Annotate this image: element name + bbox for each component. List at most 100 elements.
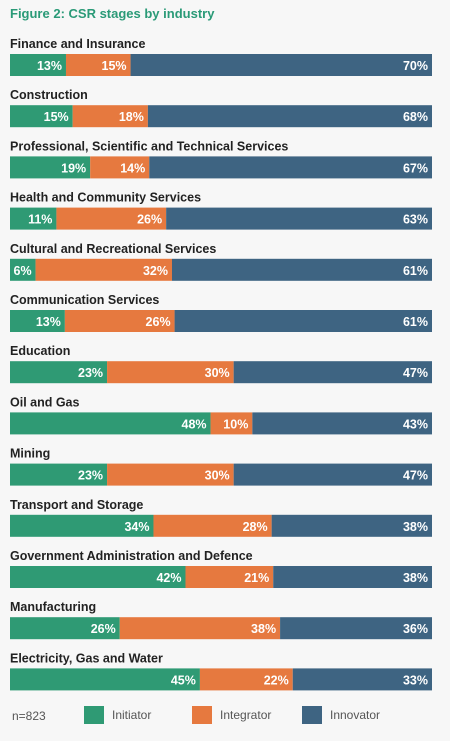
bar-initiator-construction — [10, 105, 73, 128]
bar-integrator-manufacturing — [119, 617, 281, 640]
bar-integrator-communication-services — [64, 310, 175, 332]
value-label-integrator-mining: 30% — [205, 469, 230, 483]
value-label-initiator-manufacturing: 26% — [91, 622, 116, 636]
category-label-communication-services: Communication Services — [10, 293, 159, 307]
value-label-initiator-finance-and-insurance: 13% — [37, 59, 62, 73]
legend-item-integrator: Integrator — [192, 706, 271, 724]
bar-integrator-construction — [72, 105, 148, 128]
value-label-initiator-professional-scientific-and-technical-services: 19% — [61, 161, 86, 175]
bar-initiator-government-administration-and-defence — [10, 566, 186, 588]
value-label-integrator-education: 30% — [205, 366, 230, 380]
bar-innovator-health-and-community-services — [166, 207, 432, 230]
value-label-initiator-health-and-community-services: 11% — [28, 213, 52, 227]
bar-integrator-finance-and-insurance — [65, 54, 131, 76]
bar-initiator-finance-and-insurance — [10, 54, 66, 76]
bar-initiator-electricity-gas-and-water — [10, 668, 200, 691]
category-label-finance-and-insurance: Finance and Insurance — [10, 37, 146, 51]
bar-initiator-cultural-and-recreational-services — [10, 258, 36, 281]
value-label-integrator-finance-and-insurance: 15% — [102, 59, 127, 73]
legend-swatch-integrator — [192, 706, 212, 724]
bar-initiator-transport-and-storage — [10, 514, 154, 537]
value-label-integrator-oil-and-gas: 10% — [223, 417, 248, 431]
bar-integrator-professional-scientific-and-technical-services — [90, 156, 150, 179]
legend-swatch-innovator — [302, 706, 322, 724]
legend-label-initiator: Initiator — [112, 708, 152, 722]
legend: n=823 Initiator Integrator Innovator — [0, 703, 450, 733]
legend-item-innovator: Innovator — [302, 706, 380, 724]
value-label-innovator-transport-and-storage: 38% — [403, 520, 428, 534]
category-label-mining: Mining — [10, 447, 50, 461]
category-label-education: Education — [10, 344, 70, 358]
value-label-innovator-education: 47% — [403, 366, 428, 380]
bar-innovator-education — [233, 361, 432, 384]
value-label-innovator-professional-scientific-and-technical-services: 67% — [403, 161, 428, 175]
chart-title: Figure 2: CSR stages by industry — [10, 6, 215, 21]
category-label-transport-and-storage: Transport and Storage — [10, 498, 143, 512]
bar-integrator-education — [107, 361, 234, 384]
bar-initiator-professional-scientific-and-technical-services — [10, 156, 91, 179]
value-label-innovator-electricity-gas-and-water: 33% — [403, 673, 428, 687]
category-label-cultural-and-recreational-services: Cultural and Recreational Services — [10, 242, 216, 256]
bar-integrator-cultural-and-recreational-services — [35, 258, 172, 281]
bar-initiator-health-and-community-services — [10, 207, 57, 230]
category-label-construction: Construction — [10, 88, 88, 102]
bar-innovator-mining — [233, 463, 432, 486]
category-label-health-and-community-services: Health and Community Services — [10, 191, 201, 205]
bar-integrator-oil-and-gas — [210, 412, 253, 435]
value-label-initiator-government-administration-and-defence: 42% — [156, 571, 181, 585]
category-label-professional-scientific-and-technical-services: Professional, Scientific and Technical S… — [10, 139, 288, 153]
value-label-innovator-government-administration-and-defence: 38% — [403, 571, 428, 585]
value-label-innovator-oil-and-gas: 43% — [403, 417, 428, 431]
category-label-electricity-gas-and-water: Electricity, Gas and Water — [10, 651, 163, 665]
bar-innovator-electricity-gas-and-water — [292, 668, 432, 691]
bar-innovator-professional-scientific-and-technical-services — [149, 156, 432, 179]
bar-innovator-government-administration-and-defence — [273, 566, 432, 588]
bar-integrator-electricity-gas-and-water — [199, 668, 293, 691]
bar-innovator-manufacturing — [280, 617, 432, 640]
bar-initiator-education — [10, 361, 108, 384]
category-label-government-administration-and-defence: Government Administration and Defence — [10, 549, 253, 563]
bar-initiator-manufacturing — [10, 617, 120, 640]
legend-swatch-initiator — [84, 706, 104, 724]
legend-item-initiator: Initiator — [84, 706, 151, 724]
bar-innovator-oil-and-gas — [252, 412, 432, 435]
bar-integrator-transport-and-storage — [153, 514, 272, 537]
legend-label-innovator: Innovator — [330, 708, 381, 722]
value-label-innovator-construction: 68% — [403, 110, 428, 124]
bar-innovator-finance-and-insurance — [130, 54, 432, 76]
value-label-initiator-communication-services: 13% — [36, 315, 61, 329]
value-label-innovator-finance-and-insurance: 70% — [403, 59, 428, 73]
category-label-oil-and-gas: Oil and Gas — [10, 395, 80, 409]
value-label-innovator-communication-services: 61% — [403, 315, 428, 329]
bar-innovator-cultural-and-recreational-services — [171, 258, 433, 281]
bar-innovator-communication-services — [174, 310, 432, 332]
value-label-integrator-transport-and-storage: 28% — [243, 520, 268, 534]
stacked-bar-chart: Finance and Insurance 13% 15% 70% Constructi… — [10, 37, 433, 691]
bar-integrator-government-administration-and-defence — [185, 566, 274, 588]
category-label-manufacturing: Manufacturing — [10, 600, 96, 614]
value-label-innovator-health-and-community-services: 63% — [403, 213, 428, 227]
value-label-integrator-construction: 18% — [119, 110, 144, 124]
bar-initiator-communication-services — [10, 310, 65, 332]
value-label-innovator-cultural-and-recreational-services: 61% — [403, 264, 428, 278]
value-label-initiator-electricity-gas-and-water: 45% — [171, 673, 196, 687]
value-label-integrator-health-and-community-services: 26% — [137, 213, 162, 227]
legend-label-integrator: Integrator — [220, 708, 272, 722]
bar-innovator-construction — [147, 105, 432, 128]
value-label-initiator-transport-and-storage: 34% — [124, 520, 149, 534]
value-label-initiator-oil-and-gas: 48% — [182, 417, 207, 431]
value-label-integrator-cultural-and-recreational-services: 32% — [143, 264, 168, 278]
value-label-initiator-education: 23% — [78, 366, 103, 380]
bar-integrator-mining — [107, 463, 234, 486]
value-label-integrator-manufacturing: 38% — [251, 622, 276, 636]
sample-size-note: n=823 — [12, 709, 46, 723]
bar-integrator-health-and-community-services — [56, 207, 167, 230]
value-label-initiator-construction: 15% — [44, 110, 69, 124]
bar-initiator-mining — [10, 463, 108, 486]
value-label-innovator-mining: 47% — [403, 469, 428, 483]
value-label-innovator-manufacturing: 36% — [403, 622, 428, 636]
value-label-integrator-government-administration-and-defence: 21% — [244, 571, 269, 585]
value-label-initiator-cultural-and-recreational-services: 6% — [14, 264, 32, 278]
value-label-integrator-communication-services: 26% — [146, 315, 171, 329]
value-label-integrator-electricity-gas-and-water: 22% — [264, 673, 289, 687]
